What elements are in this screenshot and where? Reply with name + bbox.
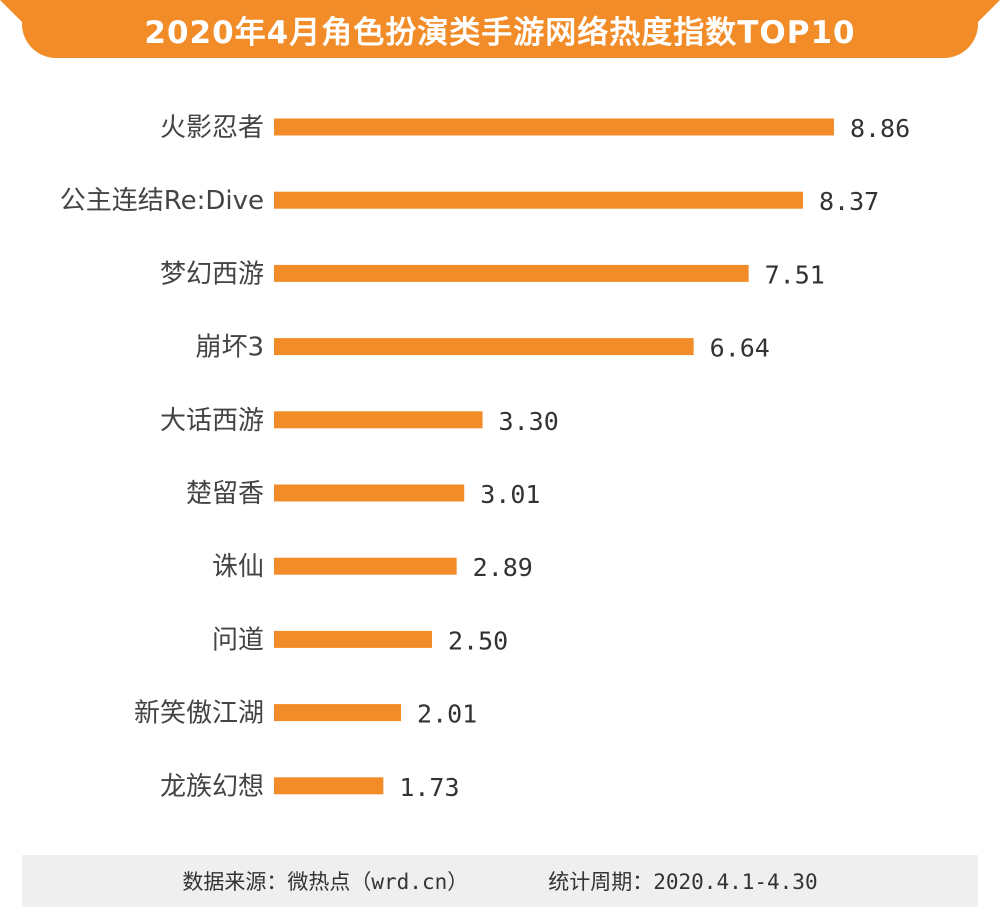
category-label: 公主连结Re:Dive xyxy=(60,186,264,216)
bar xyxy=(274,411,483,429)
category-label: 龙族幻想 xyxy=(160,772,264,802)
bar xyxy=(274,630,432,648)
bar xyxy=(274,704,402,722)
category-label: 大话西游 xyxy=(160,406,264,436)
value-label: 8.86 xyxy=(850,114,910,143)
bar-chart: 火影忍者 8.86 公主连结Re:Dive 8.37 梦幻西游 7.51 崩坏3 6.64 大话… xyxy=(60,113,910,802)
bar xyxy=(274,557,457,575)
bar xyxy=(274,191,803,209)
bar xyxy=(274,264,749,282)
value-label: 2.89 xyxy=(473,553,533,582)
bar xyxy=(274,118,834,136)
bar xyxy=(274,777,384,795)
value-label: 7.51 xyxy=(765,260,825,289)
footer: 数据来源：微热点（wrd.cn） 统计周期：2020.4.1-4.30 xyxy=(22,855,978,907)
data-source: 数据来源：微热点（wrd.cn） xyxy=(182,870,469,894)
stat-period: 统计周期：2020.4.1-4.30 xyxy=(548,870,818,894)
value-label: 3.30 xyxy=(499,407,559,436)
bar xyxy=(274,338,694,356)
value-label: 3.01 xyxy=(480,480,540,509)
chart-title: 2020年4月角色扮演类手游网络热度指数TOP10 xyxy=(144,14,856,51)
title-banner: 2020年4月角色扮演类手游网络热度指数TOP10 xyxy=(22,0,978,58)
category-label: 诛仙 xyxy=(212,552,264,582)
category-label: 新笑傲江湖 xyxy=(134,699,264,729)
category-label: 崩坏3 xyxy=(195,333,264,363)
category-label: 火影忍者 xyxy=(160,113,264,143)
value-label: 8.37 xyxy=(819,187,879,216)
category-label: 梦幻西游 xyxy=(160,259,264,289)
category-label: 楚留香 xyxy=(186,479,264,509)
category-label: 问道 xyxy=(212,625,264,655)
bar xyxy=(274,484,465,502)
value-label: 2.01 xyxy=(417,700,477,729)
value-label: 2.50 xyxy=(448,626,508,655)
value-label: 6.64 xyxy=(710,334,770,363)
value-label: 1.73 xyxy=(399,773,459,802)
